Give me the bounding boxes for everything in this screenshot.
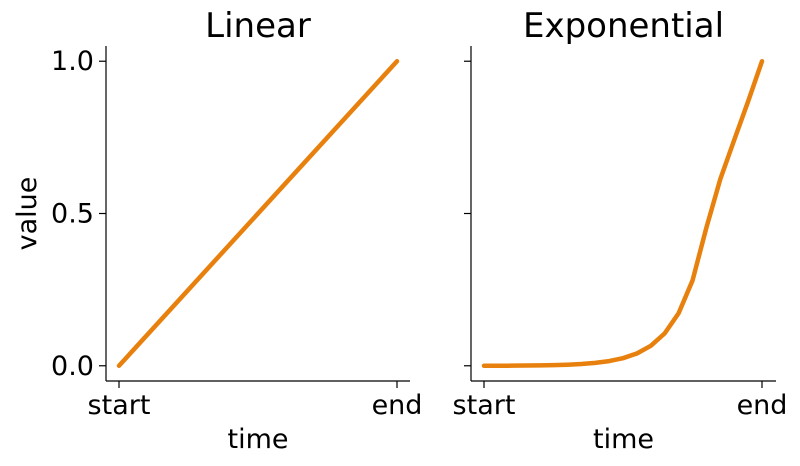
panel-title: Linear xyxy=(205,6,311,46)
chart-panel-0: 0.0 0.5 1.0 start end Linear time value xyxy=(12,6,422,455)
x-tick-label: end xyxy=(372,390,423,421)
x-axis-label: time xyxy=(227,424,288,455)
x-axis-label: time xyxy=(593,424,654,455)
x-tick-label: end xyxy=(737,390,788,421)
y-tick-label: 0.0 xyxy=(51,351,94,382)
chart-panels: 0.0 0.5 1.0 start end Linear time value start end… xyxy=(12,6,787,455)
y-tick-label: 1.0 xyxy=(51,46,94,77)
series-line-0 xyxy=(116,58,400,369)
x-tick-label: start xyxy=(453,390,516,421)
y-axis-label: value xyxy=(12,177,43,251)
series-line-0 xyxy=(481,58,765,369)
y-tick-label: 0.5 xyxy=(51,199,94,230)
x-tick-label: start xyxy=(88,390,151,421)
chart-panel-1: start end Exponential time xyxy=(453,6,788,455)
panel-title: Exponential xyxy=(523,6,724,46)
